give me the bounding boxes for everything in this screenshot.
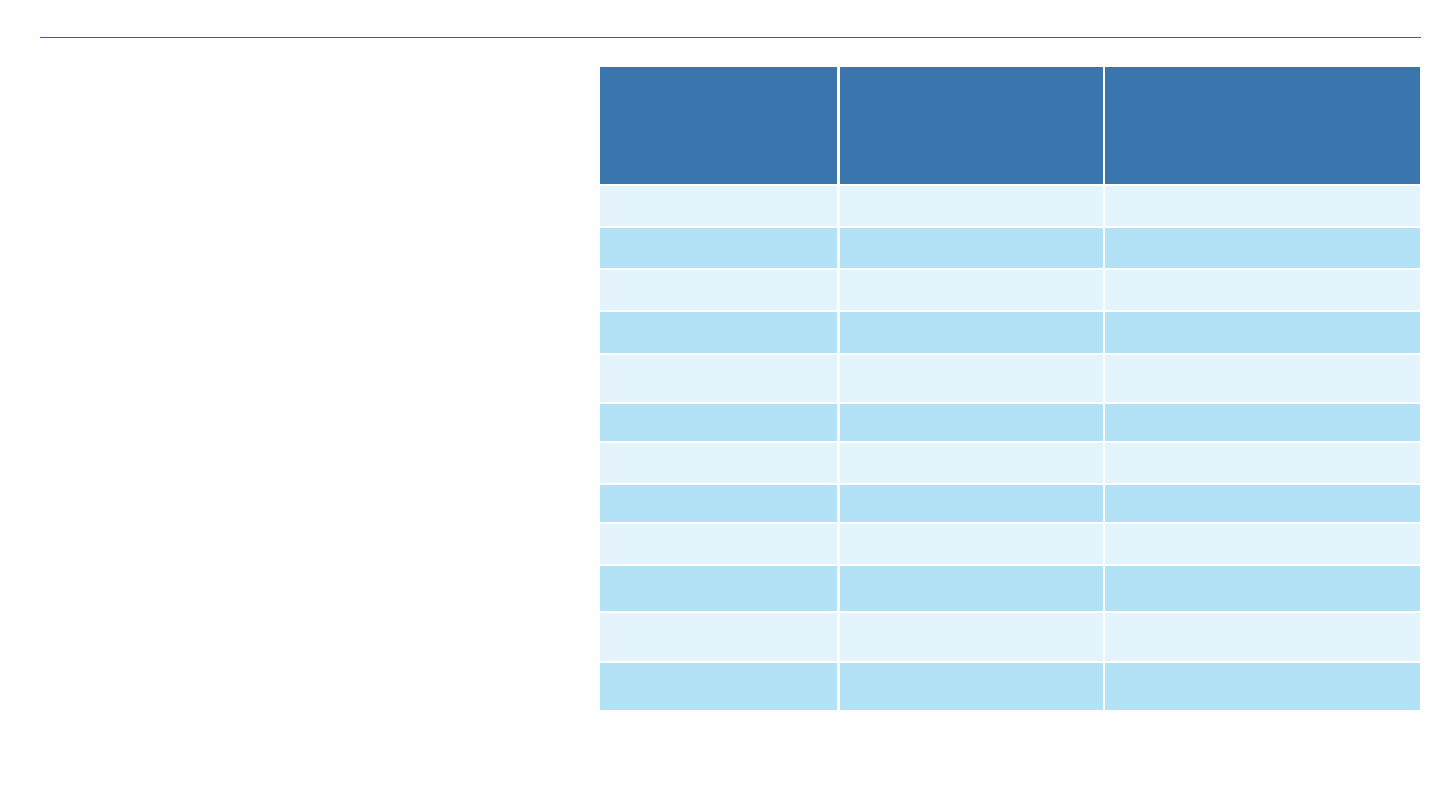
- cell: [1105, 228, 1420, 268]
- table-row: [600, 524, 1420, 564]
- cell: [840, 186, 1103, 226]
- cell: [1105, 613, 1420, 661]
- cell: [600, 485, 837, 522]
- cell: [1105, 355, 1420, 402]
- cell: [1105, 566, 1420, 611]
- cell: [840, 270, 1103, 310]
- cell: [840, 404, 1103, 441]
- cell: [600, 524, 837, 564]
- cell: [840, 312, 1103, 353]
- table-row: [600, 566, 1420, 611]
- cell: [600, 663, 837, 710]
- cell: [1105, 270, 1420, 310]
- header-cell: [840, 67, 1103, 184]
- table-row: [600, 663, 1420, 710]
- cell: [840, 355, 1103, 402]
- cell: [1105, 485, 1420, 522]
- cell: [600, 613, 837, 661]
- table-row: [600, 443, 1420, 483]
- cell: [840, 443, 1103, 483]
- cell: [600, 355, 837, 402]
- table-row: [600, 186, 1420, 226]
- cell: [1105, 524, 1420, 564]
- table-row: [600, 312, 1420, 353]
- cell: [600, 228, 837, 268]
- cell: [840, 524, 1103, 564]
- table-row: [600, 485, 1420, 522]
- cell: [840, 228, 1103, 268]
- cell: [600, 566, 837, 611]
- cell: [840, 613, 1103, 661]
- header-cell: [600, 67, 837, 184]
- header-cell: [1105, 67, 1420, 184]
- cell: [1105, 186, 1420, 226]
- cell: [840, 485, 1103, 522]
- table-row: [600, 270, 1420, 310]
- table-row: [600, 404, 1420, 441]
- cell: [840, 566, 1103, 611]
- cell: [1105, 312, 1420, 353]
- cell: [600, 186, 837, 226]
- table-row: [600, 228, 1420, 268]
- cell: [600, 404, 837, 441]
- table: [600, 67, 1420, 710]
- table-row: [600, 355, 1420, 402]
- cell: [1105, 663, 1420, 710]
- cell: [1105, 443, 1420, 483]
- cell: [840, 663, 1103, 710]
- table-row: [600, 613, 1420, 661]
- cell: [600, 443, 837, 483]
- cell: [600, 270, 837, 310]
- cell: [1105, 404, 1420, 441]
- cell: [600, 312, 837, 353]
